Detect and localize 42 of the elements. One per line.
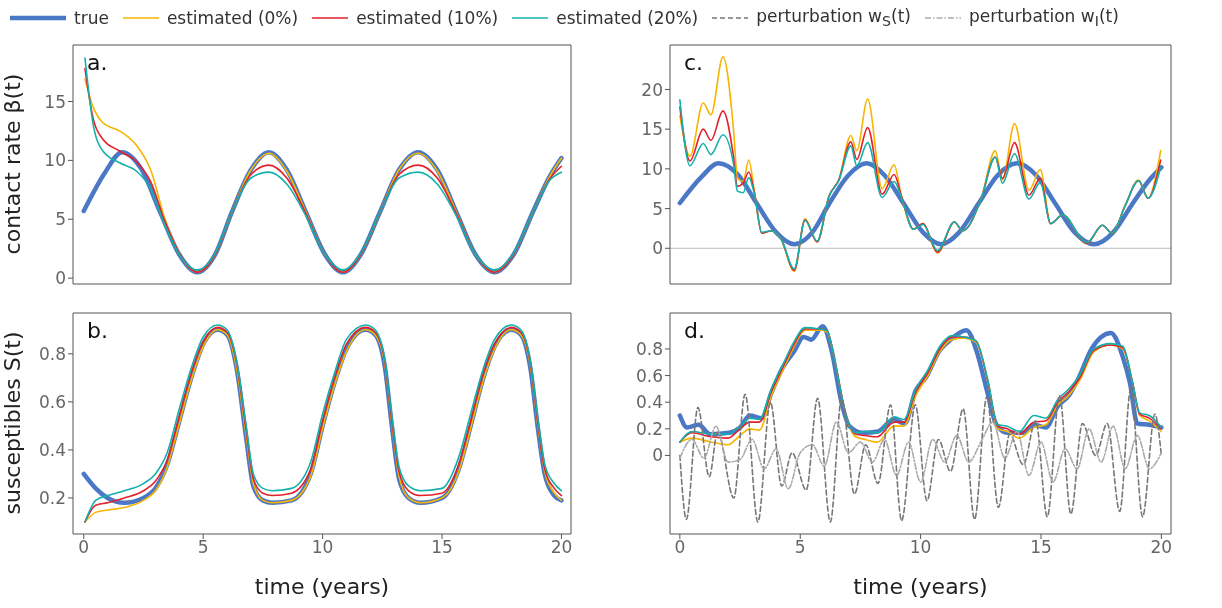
x-axis-title: time (years) [254,574,390,599]
x-tick-label: 5 [197,537,209,558]
y-tick-label: 20 [641,79,663,100]
legend-label: estimated (20%) [556,8,699,28]
legend-label: perturbation w$_{S}$(t) [756,6,911,30]
x-tick-label: 10 [909,537,932,558]
x-tick-label: 15 [431,537,453,558]
x-tick-label: 15 [1030,537,1052,558]
x-tick-label: 20 [550,537,573,558]
y-tick-label: 5 [55,209,66,230]
y-tick-label: 15 [641,119,663,140]
y-tick-label: 0.6 [635,365,663,386]
y-tick-label: 0 [652,238,663,259]
annotation: a. [87,50,108,75]
y-tick-label: 0.2 [38,488,66,508]
legend-label: estimated (0%) [166,8,299,28]
y-tick-label: 0.8 [38,343,66,364]
y-tick-label: 0.2 [635,418,663,439]
legend-label: estimated (10%) [356,8,499,28]
y-tick-label: 0 [652,445,663,466]
y-tick-label: 0.4 [635,392,663,413]
y-axis-title: contact rate β(t) [0,73,25,255]
annotation: b. [87,318,108,343]
legend-label: true [74,8,109,28]
annotation: d. [684,318,705,343]
y-tick-label: 0 [55,268,66,289]
y-tick-label: 15 [44,91,66,112]
y-axis-title: susceptibles S(t) [0,331,25,515]
y-tick-label: 10 [44,150,66,171]
x-tick-label: 0 [78,537,90,558]
legend-label: perturbation w$_{I}$(t) [968,6,1119,30]
y-tick-label: 0.6 [38,391,66,412]
x-tick-label: 0 [674,537,686,558]
x-tick-label: 10 [311,537,334,558]
y-tick-label: 10 [641,158,663,179]
annotation: c. [684,50,704,75]
y-tick-label: 5 [652,198,663,219]
x-tick-label: 20 [1150,537,1173,558]
y-tick-label: 0.4 [38,439,66,460]
y-tick-label: 0.8 [635,338,663,359]
x-axis-title: time (years) [853,574,988,599]
x-tick-label: 5 [794,537,806,558]
